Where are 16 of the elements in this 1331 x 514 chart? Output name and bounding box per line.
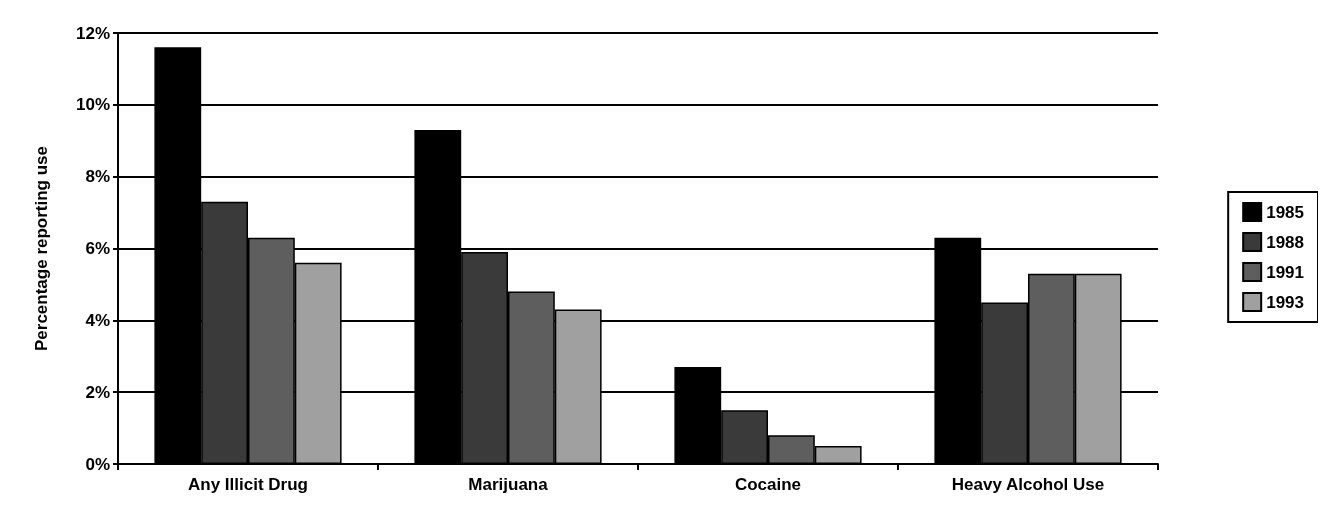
x-tick-label: Heavy Alcohol Use (951, 475, 1105, 494)
legend-label: 1988 (1266, 232, 1305, 252)
x-tick-label: Cocaine (734, 475, 802, 494)
y-tick-label: 4% (85, 310, 110, 330)
y-tick-label: 10% (75, 95, 110, 115)
legend-label: 1985 (1266, 202, 1305, 222)
y-tick-label: 12% (75, 23, 110, 43)
y-axis-title: Percentage reporting use (32, 145, 51, 352)
y-tick-label: 2% (85, 382, 110, 402)
y-tick-label: 8% (85, 167, 110, 187)
x-tick-label: Marijuana (468, 475, 549, 494)
legend-label: 1993 (1266, 292, 1305, 312)
y-tick-label: 6% (85, 239, 110, 258)
y-tick-label: 0% (85, 454, 110, 474)
legend-label: 1991 (1266, 262, 1305, 282)
x-tick-label: Any Illicit Drug (188, 475, 308, 494)
